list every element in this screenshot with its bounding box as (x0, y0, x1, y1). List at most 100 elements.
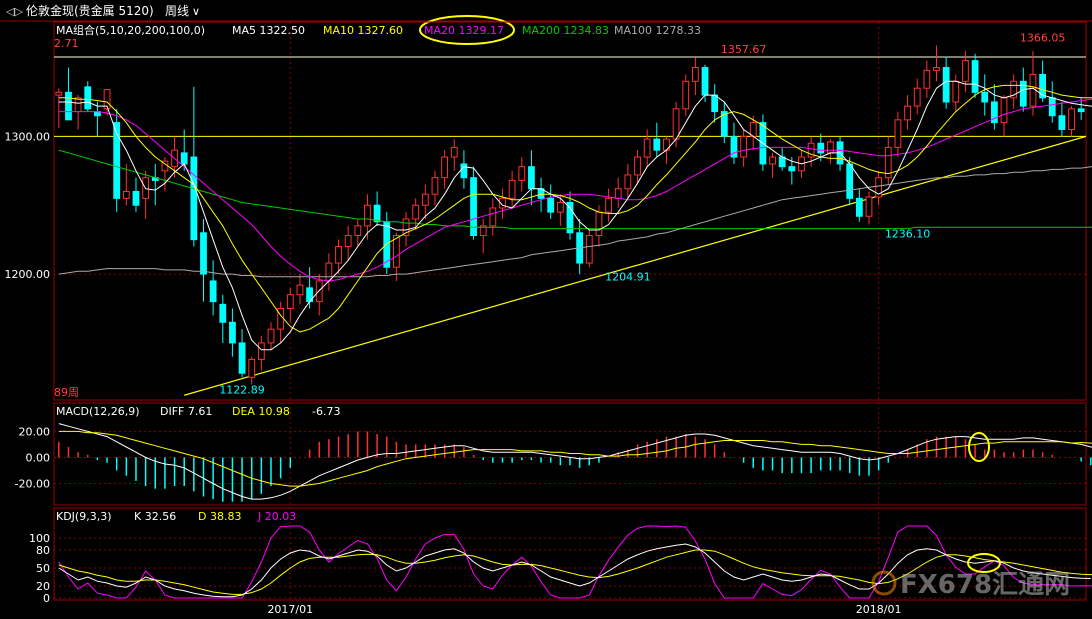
macd-dea-line (58, 430, 1092, 487)
candle-body (190, 156, 198, 241)
candle-body (219, 303, 227, 323)
macd-panel (58, 423, 1092, 502)
price-annotation: 1236.10 (885, 227, 931, 240)
candle-body (229, 321, 236, 344)
ma-legend-ma100: MA100 1278.33 (614, 24, 701, 37)
candle-body (209, 280, 217, 303)
moving-average-lines (58, 80, 1092, 351)
candle-body (682, 80, 690, 110)
ma-legend-name: MA组合(5,10,20,200,100,0) (56, 23, 205, 37)
candle-body (614, 188, 622, 199)
candle-body (1029, 73, 1037, 107)
candle-body (846, 163, 854, 199)
macd-tick-label: 0.00 (26, 451, 51, 464)
candle-body (1019, 80, 1027, 107)
candle-body (132, 190, 140, 206)
macd-legend-diff: DIFF 7.61 (160, 405, 212, 418)
price-tick-label: 1200.00 (5, 268, 51, 281)
kdj-legend: KDJ(9,3,3) K 32.56 D 38.83 J 20.03 (56, 510, 296, 523)
candle-body (65, 91, 72, 121)
kdj-legend-k: K 32.56 (134, 510, 176, 523)
price-annotation: 1366.05 (1020, 31, 1066, 44)
candle-body (672, 108, 680, 140)
candle-body (55, 91, 63, 96)
candle-body (827, 141, 834, 154)
candle-body (875, 177, 883, 198)
kdj-d-line (58, 549, 1092, 595)
candle-body (450, 146, 458, 158)
panel-frames (53, 21, 1087, 601)
kdj-legend-name: KDJ(9,3,3) (56, 510, 112, 523)
candle-body (788, 166, 796, 172)
candle-body (634, 156, 641, 176)
kdj-tick-label: 100 (29, 532, 50, 545)
macd-tick-label: -20.00 (15, 477, 50, 490)
candle-body (1039, 73, 1046, 99)
candle-body (730, 135, 738, 158)
candle-body (103, 89, 111, 110)
period-count-label: 89周 (54, 386, 79, 399)
ma-legend: MA组合(5,10,20,200,100,0) MA5 1322.50 MA10… (56, 15, 701, 45)
candle-body (547, 197, 555, 213)
price-annotations: 2.711357.671366.051122.891204.911236.101… (54, 31, 1066, 396)
period-selector[interactable]: 周线 (165, 4, 189, 18)
panel-frame-1 (53, 402, 1087, 506)
candle-body (508, 179, 516, 199)
candle-body (990, 101, 998, 124)
candle-body (884, 146, 892, 179)
watermark-logo-icon (871, 570, 897, 596)
candle-body (643, 138, 651, 158)
macd-legend-dea: DEA 10.98 (232, 405, 290, 418)
window-arrow-icon[interactable]: ◁▷ (6, 5, 23, 18)
candle-body (933, 67, 940, 71)
candle-body (180, 152, 188, 165)
kdj-cross-highlight-circle (967, 553, 1001, 573)
candle-body (1077, 108, 1085, 113)
candles (55, 45, 1085, 385)
kdj-k-line (58, 543, 1091, 598)
candle-body (624, 174, 632, 190)
candle-body (470, 177, 477, 237)
candle-body (267, 328, 275, 344)
macd-legend-name: MACD(12,26,9) (56, 405, 140, 418)
period-chevron-down-icon[interactable]: ∨ (192, 5, 200, 18)
candle-body (392, 235, 400, 268)
kdj-j-line (58, 525, 1092, 599)
candle-body (981, 91, 989, 103)
candle-body (605, 197, 612, 213)
ma200-line (58, 149, 1092, 230)
candle-body (257, 342, 265, 360)
candle-body (865, 196, 873, 217)
candle-body (855, 197, 863, 217)
candle-body (364, 204, 371, 227)
kdj-tick-label: 0 (43, 592, 50, 605)
candle-body (421, 193, 429, 206)
candle-body (1068, 108, 1075, 130)
candle-body (113, 122, 121, 199)
candle-body (740, 135, 748, 158)
candle-body (778, 156, 786, 168)
kdj-legend-j: J 20.03 (257, 510, 296, 523)
ma20-highlight-circle (419, 15, 515, 45)
candle-body (971, 60, 979, 93)
x-axis-labels: 2017/01 2018/01 (267, 603, 901, 616)
panel-frame-0 (53, 21, 1087, 401)
price-annotation: 1357.67 (721, 43, 767, 56)
candle-body (807, 142, 815, 158)
price-tick-label: 1300.00 (5, 130, 51, 143)
candle-body (653, 138, 661, 151)
candle-body (942, 67, 950, 103)
candle-body (335, 246, 342, 264)
ma-legend-ma5: MA5 1322.50 (232, 24, 305, 37)
candle-body (701, 67, 709, 96)
candle-body (720, 111, 728, 137)
macd-legend-macd: -6.73 (312, 405, 340, 418)
ma-legend-ma20: MA20 1329.17 (424, 24, 504, 37)
watermark: FX678汇通网 (871, 570, 1070, 600)
candle-body (122, 190, 130, 199)
candle-body (518, 166, 526, 181)
kdj-panel (58, 525, 1092, 599)
candle-body (1000, 97, 1008, 124)
